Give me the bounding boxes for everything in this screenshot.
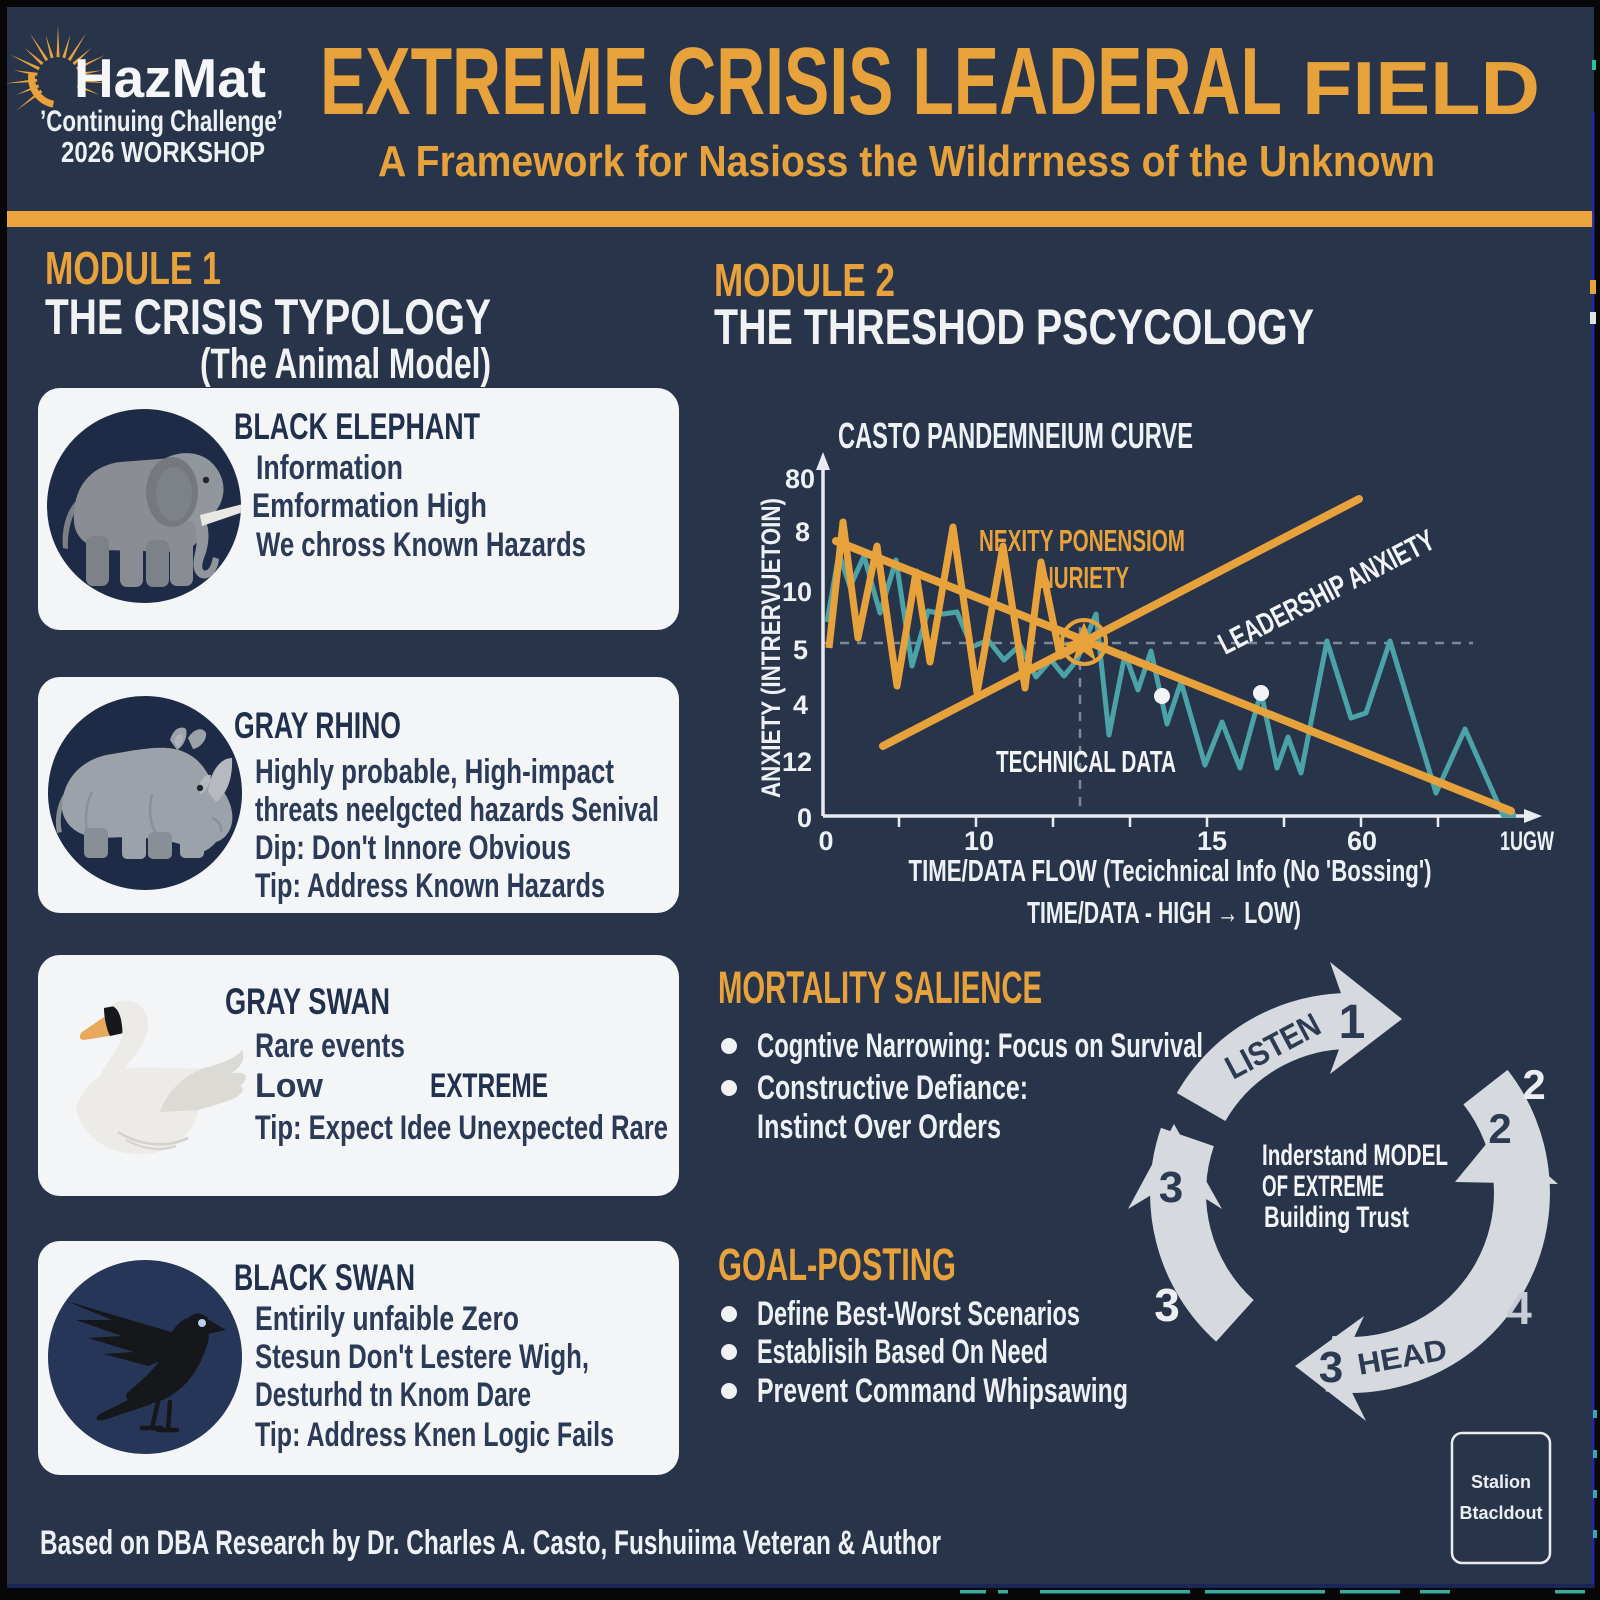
svg-text:12: 12 bbox=[782, 747, 812, 777]
svg-text:60: 60 bbox=[1347, 826, 1377, 856]
svg-text:4: 4 bbox=[1506, 1282, 1532, 1334]
svg-text:CASTO PANDEMNEIUM CURVE: CASTO PANDEMNEIUM CURVE bbox=[838, 415, 1193, 456]
svg-text:2026 WORKSHOP: 2026 WORKSHOP bbox=[61, 137, 265, 169]
svg-text:BLACK ELEPHANT: BLACK ELEPHANT bbox=[234, 406, 480, 447]
svg-text:GRAY SWAN: GRAY SWAN bbox=[225, 981, 390, 1022]
svg-text:EXTREME CRISIS LEADERAL: EXTREME CRISIS LEADERAL bbox=[320, 28, 1282, 135]
svg-text:15: 15 bbox=[1197, 826, 1227, 856]
svg-text:A Framework for Nasioss the Wi: A Framework for Nasioss the Wildrrness o… bbox=[378, 137, 1435, 186]
svg-text:’Continuing Challenge’: ’Continuing Challenge’ bbox=[40, 105, 283, 138]
svg-text:GOAL-POSTING: GOAL-POSTING bbox=[718, 1239, 956, 1290]
svg-text:GRAY RHINO: GRAY RHINO bbox=[234, 705, 401, 746]
svg-text:We chross Known Hazards: We chross Known Hazards bbox=[256, 526, 586, 564]
svg-text:TIME/DATA - HIGH → LOW): TIME/DATA - HIGH → LOW) bbox=[1027, 895, 1301, 930]
svg-text:2: 2 bbox=[1522, 1061, 1545, 1108]
svg-text:Low: Low bbox=[255, 1067, 324, 1105]
svg-text:2: 2 bbox=[1488, 1105, 1511, 1152]
svg-text:THE THRESHOD PSCYCOLOGY: THE THRESHOD PSCYCOLOGY bbox=[714, 299, 1314, 355]
svg-text:5: 5 bbox=[793, 635, 808, 665]
svg-text:1UGW: 1UGW bbox=[1500, 826, 1554, 856]
svg-text:EXTREME: EXTREME bbox=[430, 1067, 548, 1105]
svg-text:Based on DBA Research by Dr. C: Based on DBA Research by Dr. Charles A. … bbox=[40, 1524, 941, 1562]
svg-text:10: 10 bbox=[964, 826, 994, 856]
svg-text:Building Trust: Building Trust bbox=[1264, 1201, 1409, 1234]
svg-text:MODULE 2: MODULE 2 bbox=[714, 254, 895, 306]
svg-text:Desturhd tn Knom Dare: Desturhd tn Knom Dare bbox=[255, 1376, 531, 1414]
svg-text:Entirily unfaible Zero: Entirily unfaible Zero bbox=[255, 1300, 519, 1338]
svg-text:MODULE 1: MODULE 1 bbox=[45, 242, 221, 294]
svg-text:Tip: Address Knen Logic Fails: Tip: Address Knen Logic Fails bbox=[255, 1416, 614, 1454]
svg-text:OF EXTREME: OF EXTREME bbox=[1262, 1170, 1384, 1203]
svg-text:Inderstand MODEL: Inderstand MODEL bbox=[1262, 1139, 1448, 1172]
svg-text:HazMat: HazMat bbox=[74, 47, 266, 109]
svg-text:FIELD: FIELD bbox=[1302, 46, 1540, 130]
svg-text:10: 10 bbox=[782, 577, 812, 607]
svg-text:(The Animal Model): (The Animal Model) bbox=[200, 340, 491, 388]
svg-text:3: 3 bbox=[1319, 1343, 1343, 1392]
svg-text:4: 4 bbox=[793, 690, 808, 720]
svg-text:MORTALITY SALIENCE: MORTALITY SALIENCE bbox=[718, 962, 1042, 1013]
svg-text:Tip: Address Known Hazards: Tip: Address Known Hazards bbox=[255, 867, 605, 905]
svg-text:Information: Information bbox=[256, 449, 403, 487]
svg-text:80: 80 bbox=[785, 464, 815, 494]
svg-text:BLACK SWAN: BLACK SWAN bbox=[234, 1257, 415, 1298]
svg-text:Stalion: Stalion bbox=[1471, 1472, 1531, 1492]
svg-text:THE CRISIS TYPOLOGY: THE CRISIS TYPOLOGY bbox=[45, 289, 491, 345]
svg-text:1: 1 bbox=[1339, 996, 1366, 1049]
svg-text:Stesun Don't Lestere Wigh,: Stesun Don't Lestere Wigh, bbox=[255, 1338, 589, 1376]
svg-text:NURIETY: NURIETY bbox=[1039, 560, 1129, 595]
svg-text:0: 0 bbox=[797, 803, 812, 833]
svg-text:Dip: Don't Innore Obvious: Dip: Don't Innore Obvious bbox=[255, 829, 571, 867]
svg-text:Establisih Based On Need: Establisih Based On Need bbox=[757, 1333, 1048, 1371]
svg-text:ANXIETY (INTRERVUETOIN): ANXIETY (INTRERVUETOIN) bbox=[756, 498, 786, 798]
svg-text:Prevent Command Whipsawing: Prevent Command Whipsawing bbox=[757, 1372, 1128, 1410]
svg-text:0: 0 bbox=[818, 826, 833, 856]
svg-text:Emformation High: Emformation High bbox=[252, 487, 487, 525]
svg-text:TECHNICAL DATA: TECHNICAL DATA bbox=[996, 744, 1176, 779]
svg-text:Cogntive Narrowing: Focus on S: Cogntive Narrowing: Focus on Survival bbox=[757, 1027, 1203, 1065]
svg-text:8: 8 bbox=[795, 517, 810, 547]
svg-text:Tip: Expect Idee Unexpected Ra: Tip: Expect Idee Unexpected Rare bbox=[255, 1109, 668, 1147]
svg-text:Instinct Over Orders: Instinct Over Orders bbox=[757, 1108, 1001, 1146]
svg-text:TIME/DATA FLOW (Tecichnical In: TIME/DATA FLOW (Tecichnical Info (No 'Bo… bbox=[909, 853, 1432, 888]
svg-text:Rare events: Rare events bbox=[255, 1027, 405, 1065]
svg-text:NEXITY PONENSIOM: NEXITY PONENSIOM bbox=[979, 523, 1185, 558]
svg-text:threats neelgcted hazards Seni: threats neelgcted hazards Senival bbox=[255, 791, 659, 829]
svg-text:Define Best-Worst Scenarios: Define Best-Worst Scenarios bbox=[757, 1295, 1080, 1333]
svg-text:Highly probable, High-impact: Highly probable, High-impact bbox=[255, 753, 614, 791]
svg-text:Btacldout: Btacldout bbox=[1460, 1503, 1543, 1523]
svg-text:3: 3 bbox=[1154, 1279, 1180, 1331]
svg-text:3: 3 bbox=[1159, 1163, 1183, 1212]
svg-text:Constructive Defiance:: Constructive Defiance: bbox=[757, 1069, 1028, 1107]
